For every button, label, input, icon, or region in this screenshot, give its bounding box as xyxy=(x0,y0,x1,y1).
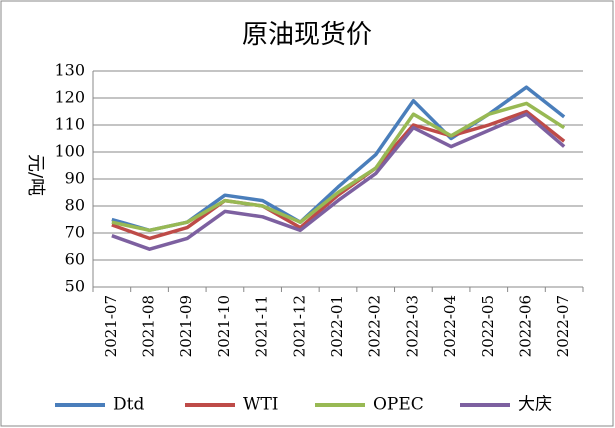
x-tick-label: 2022-07 xyxy=(554,295,572,357)
y-tick-label: 70 xyxy=(65,223,85,242)
x-tick-label: 2021-10 xyxy=(215,295,233,357)
y-tick-label: 130 xyxy=(54,61,85,80)
chart-title: 原油现货价 xyxy=(242,20,372,50)
x-tick-label: 2021-09 xyxy=(177,295,195,357)
x-tick-label: 2021-07 xyxy=(102,295,120,357)
y-tick-label: 60 xyxy=(65,250,85,269)
legend-label: Dtd xyxy=(113,395,144,415)
x-tick-label: 2022-06 xyxy=(516,295,534,357)
x-tick-label: 2022-01 xyxy=(328,295,346,357)
y-tick-label: 90 xyxy=(65,169,85,188)
series-line xyxy=(111,101,566,233)
x-tick-label: 2022-02 xyxy=(366,295,384,357)
x-tick-label: 2022-03 xyxy=(403,295,421,357)
y-tick-label: 120 xyxy=(54,88,85,107)
legend-label: 大庆 xyxy=(518,395,552,415)
legend-label: OPEC xyxy=(373,395,424,415)
x-tick-label: 2021-08 xyxy=(140,295,158,357)
x-tick-label: 2021-11 xyxy=(253,295,271,357)
y-tick-label: 80 xyxy=(65,196,85,215)
legend-label: WTI xyxy=(243,395,279,415)
series-line xyxy=(111,112,566,251)
series-line xyxy=(111,109,566,241)
y-axis-label: 元/吨 xyxy=(25,154,46,196)
x-tick-label: 2022-05 xyxy=(479,295,497,357)
x-tick-label: 2022-04 xyxy=(441,295,459,357)
y-tick-label: 50 xyxy=(65,277,85,296)
y-tick-label: 100 xyxy=(54,142,85,161)
x-tick-label: 2021-12 xyxy=(290,295,308,357)
y-tick-label: 110 xyxy=(54,115,85,134)
